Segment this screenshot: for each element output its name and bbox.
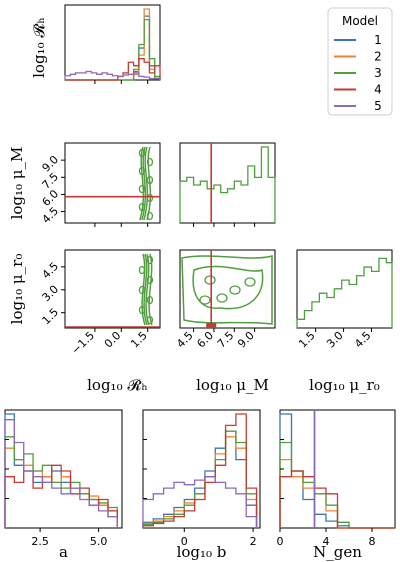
contour-mum-rh bbox=[146, 193, 154, 203]
contour-mur0-rh bbox=[146, 275, 154, 285]
contour-mur0-mum bbox=[204, 275, 216, 285]
bottom-panel-3-xtick-label: 8 bbox=[369, 535, 376, 548]
bottom-panel-3-xlabel: N_gen bbox=[313, 543, 362, 561]
bottom-panel-1-xtick-label: 2.5 bbox=[31, 535, 49, 548]
bottom-panel-2-xlabel: log₁₀ b bbox=[177, 543, 227, 561]
panel-mur0-vs-rh bbox=[64, 249, 161, 329]
panel-mum-hist bbox=[179, 142, 276, 224]
hist-rh-model-5 bbox=[64, 70, 161, 80]
mur0-rh-ytick-label: 1.5 bbox=[40, 306, 62, 328]
mur0-hist-xtick-label: 4.5 bbox=[352, 329, 374, 351]
contour-mum-rh bbox=[138, 184, 146, 194]
contour-mur0-mum bbox=[199, 295, 211, 305]
mur0-hist-xtick-label: 3.0 bbox=[324, 329, 346, 351]
panel-mum-vs-rh bbox=[64, 142, 161, 224]
legend-frame bbox=[327, 7, 393, 116]
contour-mum-rh bbox=[146, 146, 152, 221]
bottom-panel-3-xtick-label: 4 bbox=[323, 535, 330, 548]
xlabel-rh: log₁₀ 𝓡ₕ bbox=[87, 376, 148, 394]
mur0-mum-xtick-label: 7.5 bbox=[215, 329, 237, 351]
xlabel-mur0: log₁₀ μ_r₀ bbox=[309, 376, 380, 394]
mum-rh-ytick-label: 9.0 bbox=[40, 153, 62, 175]
contour-mum-rh bbox=[138, 148, 146, 158]
contour-mur0-rh bbox=[138, 265, 146, 275]
mur0-hist-xtick-label: 1.5 bbox=[296, 329, 318, 351]
bottom-panel-2-hist-model-2 bbox=[142, 436, 258, 528]
mum-rh-ytick-label: 4.5 bbox=[40, 205, 62, 227]
bottom-panel-2-hist-model-4 bbox=[142, 413, 258, 528]
bottom-panel-1-xtick-label: 5.0 bbox=[90, 535, 108, 548]
bottom-panel-2 bbox=[142, 409, 261, 529]
ylabel-mum: log₁₀ μ_M bbox=[8, 147, 26, 220]
legend-label-2: 2 bbox=[374, 50, 382, 64]
bottom-panel-2-hist-model-5 bbox=[142, 476, 258, 528]
contour-mur0-mum bbox=[192, 265, 264, 310]
legend-label-1: 1 bbox=[374, 33, 382, 47]
mur0-rh-xtick-label: 0.0 bbox=[102, 329, 124, 351]
mur0-rh-ytick-label: 4.5 bbox=[40, 260, 62, 282]
contour-mum-rh bbox=[146, 175, 154, 185]
bottom-panel-1-xlabel: a bbox=[59, 543, 68, 561]
contour-mur0-rh bbox=[141, 253, 146, 326]
mum-rh-ytick-label: 6.0 bbox=[40, 187, 62, 209]
contour-mur0-mum bbox=[181, 255, 273, 325]
contour-mum-rh bbox=[143, 146, 149, 221]
contour-mur0-rh bbox=[146, 315, 154, 325]
contour-mur0-rh bbox=[143, 253, 148, 326]
hist-mum-model-3 bbox=[179, 146, 276, 223]
ylabel-mur0: log₁₀ μ_r₀ bbox=[8, 254, 26, 325]
panel-mur0-hist bbox=[296, 249, 393, 329]
bottom-panel-2-xtick-label: 0 bbox=[181, 535, 188, 548]
xlabel-mum: log₁₀ μ_M bbox=[196, 376, 269, 394]
contour-mum-rh bbox=[141, 146, 147, 221]
contour-mur0-mum bbox=[244, 277, 256, 287]
mur0-mum-xtick-label: 4.5 bbox=[174, 329, 196, 351]
refpoint-mur0-mum bbox=[206, 323, 217, 328]
legend-label-5: 5 bbox=[374, 99, 382, 113]
contour-mum-rh bbox=[138, 166, 146, 176]
bottom-panel-2-hist-model-1 bbox=[142, 430, 258, 528]
contour-mur0-mum bbox=[229, 285, 241, 295]
panel-mur0-vs-mum bbox=[179, 249, 276, 329]
legend-title: Model bbox=[342, 14, 378, 28]
legend-label-3: 3 bbox=[374, 66, 382, 80]
bottom-panel-2-xtick-label: 2 bbox=[250, 535, 257, 548]
contour-mur0-rh bbox=[138, 305, 146, 315]
mur0-mum-xtick-label: 9.0 bbox=[235, 329, 257, 351]
legend: Model 1 2 3 4 5 bbox=[327, 7, 393, 116]
contour-mum-rh bbox=[139, 146, 145, 221]
contour-mum-rh bbox=[146, 157, 154, 167]
contour-mur0-mum bbox=[216, 293, 228, 303]
contour-mur0-rh bbox=[148, 253, 153, 326]
mur0-rh-xtick-label: −1.5 bbox=[69, 329, 97, 357]
mur0-mum-xtick-label: 6.0 bbox=[194, 329, 216, 351]
hist-rh-model-4 bbox=[65, 58, 161, 81]
bottom-panel-1-hist-model-4 bbox=[4, 464, 118, 528]
mum-rh-ytick-label: 7.5 bbox=[40, 170, 62, 192]
contour-mum-rh bbox=[146, 211, 154, 221]
contour-mur0-rh bbox=[146, 255, 154, 265]
bottom-panel-3-hist-model-4 bbox=[279, 470, 395, 529]
mur0-rh-ytick-label: 3.0 bbox=[40, 283, 62, 305]
contour-mur0-rh bbox=[146, 295, 154, 305]
hist-mur0-model-3 bbox=[296, 257, 393, 328]
bottom-panel-2-hist-model-3 bbox=[142, 430, 258, 528]
ylabel-rh: log₁₀ 𝓡ₕ bbox=[30, 17, 48, 78]
contour-mur0-rh bbox=[138, 285, 146, 295]
legend-label-4: 4 bbox=[374, 83, 382, 97]
bottom-panel-3-xtick-label: 0 bbox=[277, 535, 284, 548]
hist-rh-model-3 bbox=[65, 19, 161, 81]
hist-rh-model-1 bbox=[65, 15, 161, 81]
contour-mum-rh bbox=[138, 202, 146, 212]
mur0-rh-xtick-label: 1.5 bbox=[128, 329, 150, 351]
bottom-panel-1-hist-model-5 bbox=[4, 419, 118, 528]
